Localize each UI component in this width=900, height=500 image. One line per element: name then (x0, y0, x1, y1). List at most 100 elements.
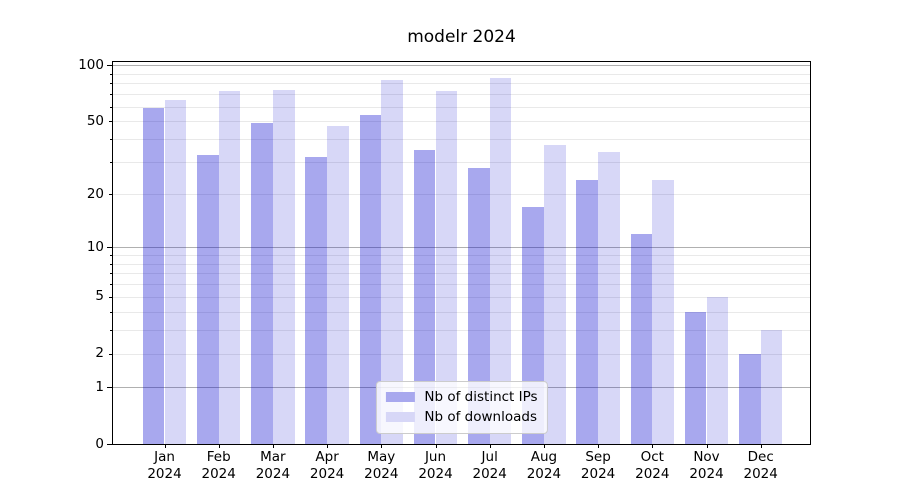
bar-nov-distinct-ips (684, 311, 707, 444)
legend-label-downloads: Nb of downloads (424, 409, 537, 425)
x-tick-label: Mar 2024 (241, 449, 305, 483)
bar-apr-distinct-ips (305, 157, 328, 444)
x-tick-label: Jan 2024 (133, 449, 197, 483)
x-tick-mark (652, 444, 654, 448)
bar-oct-distinct-ips (630, 233, 653, 444)
y-tick-mark (107, 387, 112, 389)
minor-gridline (113, 73, 810, 75)
y-tick-mark (108, 121, 112, 123)
x-tick-month: Jul (481, 449, 498, 465)
y-minor-tick-mark (109, 255, 112, 256)
x-tick-year: 2024 (147, 466, 182, 482)
minor-gridline (113, 106, 810, 108)
x-tick-mark (435, 444, 437, 448)
x-tick-label: Jul 2024 (458, 449, 522, 483)
bar-aug-downloads (543, 145, 566, 444)
x-tick-month: Oct (640, 449, 664, 465)
legend-entry-distinct-ips: Nb of distinct IPs (385, 387, 538, 407)
y-minor-tick-mark (109, 311, 112, 313)
x-tick-label: Dec 2024 (729, 449, 793, 483)
y-tick-label: 50 (86, 112, 104, 129)
x-tick-year: 2024 (689, 466, 724, 482)
x-tick-label: Aug 2024 (512, 449, 576, 483)
x-tick-month: Jun (424, 449, 447, 465)
y-tick-mark (108, 296, 112, 298)
y-tick-mark (108, 194, 112, 196)
y-tick-mark (107, 65, 112, 67)
bar-jan-downloads (164, 100, 187, 444)
y-minor-tick-mark (109, 330, 112, 332)
x-tick-year: 2024 (743, 466, 778, 482)
y-minor-tick-mark (109, 263, 112, 265)
bar-apr-downloads (327, 126, 349, 444)
bar-jul-downloads (489, 78, 512, 444)
bar-feb-downloads (218, 90, 241, 444)
x-tick-mark (543, 444, 545, 448)
y-tick-mark (107, 247, 112, 249)
x-tick-year: 2024 (635, 466, 670, 482)
x-tick-month: Aug (530, 449, 558, 465)
x-tick-month: Nov (693, 449, 720, 465)
y-tick-label: 20 (86, 185, 104, 202)
bar-nov-downloads (706, 296, 729, 444)
y-tick-label: 2 (95, 345, 104, 362)
x-tick-year: 2024 (418, 466, 453, 482)
bar-jan-distinct-ips (142, 107, 165, 444)
bar-oct-downloads (652, 179, 674, 444)
y-tick-mark (108, 353, 112, 355)
minor-gridline (113, 83, 810, 85)
x-tick-mark (164, 444, 166, 448)
x-tick-mark (760, 444, 762, 448)
x-tick-month: Dec (747, 449, 774, 465)
y-minor-tick-mark (109, 273, 112, 275)
x-tick-month: Sep (585, 449, 611, 465)
legend-entry-downloads: Nb of downloads (385, 407, 537, 427)
y-tick-label: 10 (86, 238, 104, 255)
x-tick-label: May 2024 (349, 449, 413, 483)
y-tick-label: 100 (78, 56, 104, 73)
minor-gridline (113, 121, 810, 123)
legend-swatch-downloads (385, 412, 415, 422)
bar-dec-downloads (760, 330, 783, 444)
y-tick-mark (107, 444, 112, 445)
bar-sep-downloads (598, 152, 620, 444)
x-tick-mark (706, 444, 708, 448)
x-tick-year: 2024 (580, 466, 616, 482)
x-tick-mark (381, 444, 383, 448)
x-tick-year: 2024 (201, 466, 236, 482)
y-tick-label: 1 (95, 378, 104, 395)
y-minor-tick-mark (109, 284, 112, 286)
minor-gridline (113, 139, 810, 141)
x-tick-mark (218, 444, 220, 448)
x-tick-label: Jun 2024 (404, 449, 468, 483)
x-tick-month: May (367, 449, 396, 465)
major-gridline (113, 65, 810, 67)
x-tick-month: Mar (260, 449, 286, 465)
y-minor-tick-mark (109, 94, 112, 96)
y-minor-tick-mark (109, 83, 112, 85)
x-tick-month: Feb (206, 449, 231, 465)
bar-dec-distinct-ips (739, 353, 761, 444)
bar-mar-downloads (272, 89, 295, 444)
bar-jun-downloads (435, 90, 458, 444)
bar-mar-distinct-ips (251, 122, 273, 444)
plot-area: Nb of distinct IPs Nb of downloads (112, 61, 811, 445)
minor-gridline (113, 94, 810, 96)
x-tick-year: 2024 (255, 466, 291, 482)
y-tick-label: 5 (95, 288, 104, 305)
x-tick-month: Apr (315, 449, 339, 465)
x-tick-label: Sep 2024 (566, 449, 630, 483)
legend: Nb of distinct IPs Nb of downloads (375, 381, 548, 434)
x-tick-mark (598, 444, 600, 448)
x-tick-label: Nov 2024 (675, 449, 739, 483)
bar-may-distinct-ips (359, 115, 382, 444)
y-minor-tick-mark (109, 73, 112, 75)
legend-label-distinct-ips: Nb of distinct IPs (424, 389, 538, 405)
y-minor-tick-mark (109, 162, 112, 164)
x-tick-year: 2024 (309, 466, 345, 482)
x-tick-mark (327, 444, 329, 448)
x-tick-year: 2024 (364, 466, 399, 482)
bar-feb-distinct-ips (197, 154, 219, 444)
chart-title: modelr 2024 (407, 27, 516, 47)
